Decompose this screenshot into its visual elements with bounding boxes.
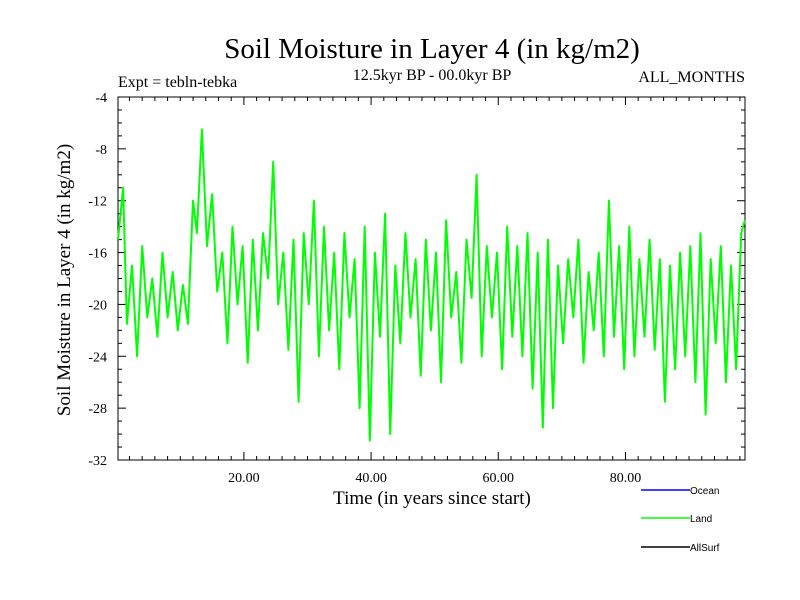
x-tick-label: 40.00 — [355, 471, 387, 486]
x-axis-label: Time (in years since start) — [333, 488, 531, 509]
y-tick-label: -16 — [88, 247, 107, 262]
legend-label-allsurf: AllSurf — [690, 543, 720, 554]
legend: Ocean Land AllSurf — [641, 486, 720, 554]
legend-label-land: Land — [690, 514, 712, 525]
y-tick-label: -12 — [88, 195, 107, 210]
x-tick-label: 20.00 — [228, 471, 260, 486]
months-label: ALL_MONTHS — [638, 69, 745, 86]
y-tick-label: -24 — [88, 350, 107, 365]
chart-subtitle: 12.5kyr BP - 00.0kyr BP — [353, 67, 512, 84]
y-tick-label: -32 — [88, 454, 107, 469]
y-tick-label: -4 — [95, 91, 107, 106]
x-tick-label: 80.00 — [610, 471, 642, 486]
y-tick-label: -8 — [95, 143, 107, 158]
y-tick-label: -28 — [88, 402, 107, 417]
x-tick-label: 60.00 — [483, 471, 515, 486]
y-axis-label: Soil Moisture in Layer 4 (in kg/m2) — [54, 144, 75, 416]
chart-title: Soil Moisture in Layer 4 (in kg/m2) — [224, 33, 640, 65]
plot-area: -4 -8 -12 -16 -20 -24 -28 -32 20.00 40.00 60.00 80.… — [88, 91, 746, 486]
legend-label-ocean: Ocean — [690, 486, 719, 497]
series-line-land — [117, 128, 746, 442]
expt-label: Expt = tebln-tebka — [118, 74, 237, 91]
y-tick-label: -20 — [88, 298, 107, 313]
